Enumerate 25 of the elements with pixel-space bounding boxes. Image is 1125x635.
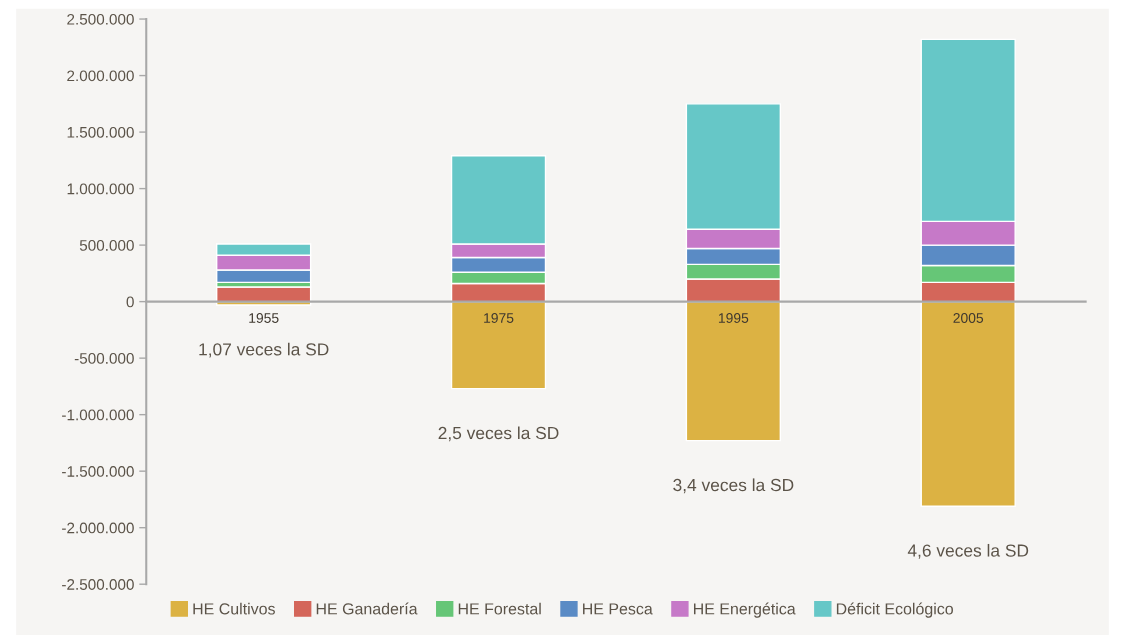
x-tick-label: 1975 — [484, 313, 514, 323]
y-tick-label: -1.500.000 — [62, 466, 134, 477]
legend-label: HE Pesca — [583, 603, 653, 615]
annotation: 2,5 veces la SD — [438, 426, 559, 442]
annotation: 4,6 veces la SD — [907, 543, 1029, 559]
y-tick-label: -2.500.000 — [62, 579, 134, 590]
y-tick-label: 0 — [126, 296, 134, 308]
y-tick-label: -500.000 — [74, 353, 134, 364]
y-tick-label: 1.500.000 — [67, 126, 134, 138]
y-tick-label: 1.000.000 — [67, 183, 134, 195]
y-tick-label: 500.000 — [79, 239, 134, 251]
annotation: 1,07 veces la SD — [199, 342, 329, 358]
y-tick-label: -1.000.000 — [62, 409, 134, 421]
x-tick-label: 1955 — [249, 313, 279, 323]
annotation: 3,4 veces la SD — [673, 478, 794, 494]
x-tick-label: 2005 — [953, 313, 984, 323]
y-tick-label: 2.500.000 — [67, 13, 134, 25]
legend-label: HE Ganadería — [316, 602, 418, 615]
legend-label: HE Forestal — [458, 602, 541, 615]
y-tick-label: -2.000.000 — [62, 522, 134, 534]
x-tick-label: 1995 — [718, 313, 749, 323]
legend-label: Déficit Ecológico — [836, 602, 953, 618]
legend-label: HE Cultivos — [193, 602, 275, 615]
legend-label: HE Energética — [694, 602, 796, 618]
y-tick-label: 2.000.000 — [67, 70, 134, 82]
